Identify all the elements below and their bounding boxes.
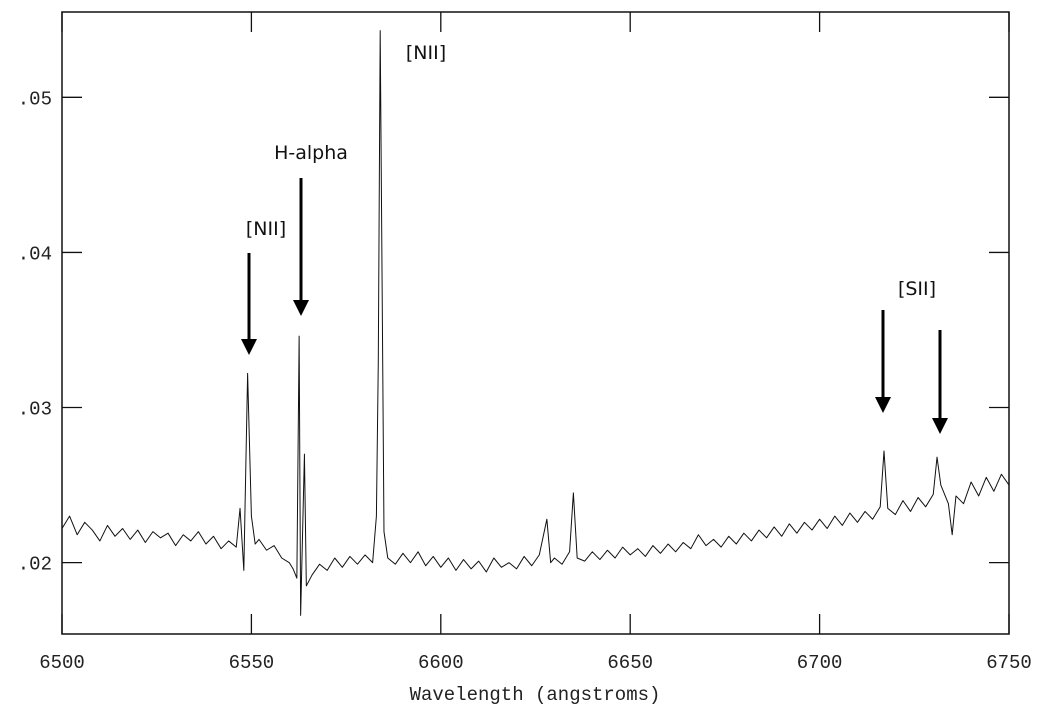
- y-tick-label: .02: [18, 554, 52, 576]
- x-tick-label: 6650: [607, 652, 653, 674]
- arrow-head: [293, 300, 309, 316]
- arrow-head: [241, 339, 257, 355]
- annotation: [NII]: [246, 218, 286, 240]
- spectrum-line: [61, 30, 1010, 616]
- y-tick-label: .05: [18, 88, 52, 110]
- arrow-head: [932, 418, 948, 434]
- arrow-head: [875, 397, 891, 413]
- x-tick-label: 6700: [797, 652, 843, 674]
- annotation: [SII]: [898, 278, 936, 300]
- x-tick-label: 6500: [39, 652, 85, 674]
- x-tick-label: 6750: [986, 652, 1032, 674]
- x-tick-label: 6550: [229, 652, 275, 674]
- annotation: [NII]: [406, 42, 446, 64]
- y-tick-label: .03: [18, 399, 52, 421]
- annotation: H-alpha: [274, 142, 348, 164]
- x-axis-label: Wavelength (angstroms): [410, 684, 661, 706]
- plot-frame: [61, 11, 1010, 635]
- x-tick-label: 6600: [418, 652, 464, 674]
- y-tick-label: .04: [18, 243, 52, 265]
